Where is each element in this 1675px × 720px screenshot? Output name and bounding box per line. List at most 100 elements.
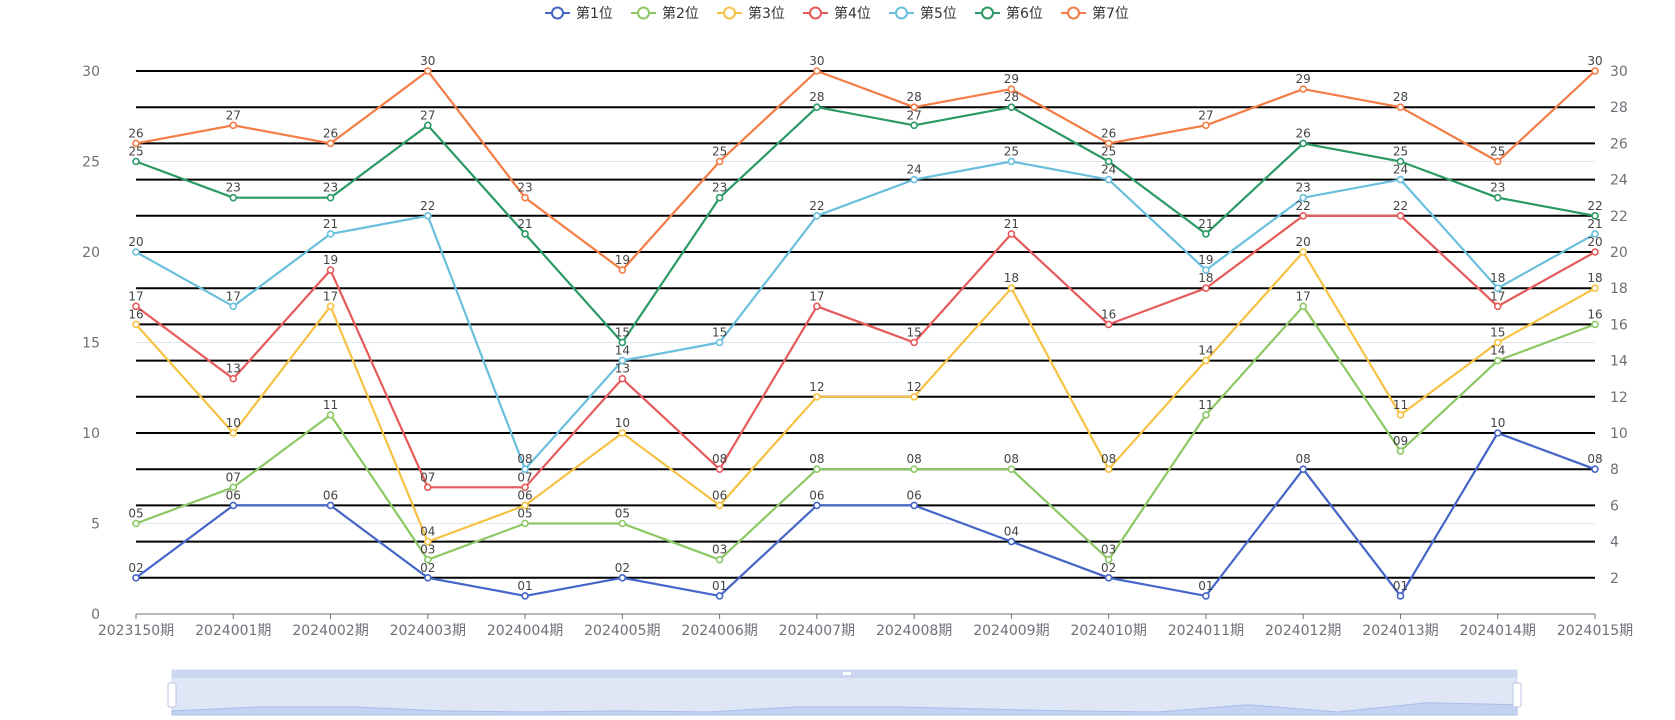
data-point[interactable] — [1104, 573, 1113, 582]
data-point[interactable] — [813, 67, 821, 75]
data-point[interactable] — [1007, 157, 1016, 166]
data-point[interactable] — [1299, 465, 1307, 474]
data-point[interactable] — [326, 411, 335, 419]
data-point[interactable] — [618, 374, 627, 383]
data-point[interactable] — [618, 573, 627, 582]
zoom-drag-grip[interactable] — [843, 672, 851, 675]
data-point[interactable] — [813, 501, 821, 510]
data-point[interactable] — [910, 501, 918, 510]
data-point[interactable] — [1591, 284, 1599, 293]
data-point[interactable] — [132, 519, 140, 528]
data-point[interactable] — [132, 573, 140, 582]
data-point[interactable] — [618, 429, 627, 437]
data-point[interactable] — [1104, 139, 1113, 148]
data-point[interactable] — [1299, 248, 1307, 256]
data-point[interactable] — [1007, 465, 1016, 474]
data-point[interactable] — [326, 302, 335, 311]
data-point[interactable] — [910, 392, 918, 401]
data-point[interactable] — [1396, 157, 1405, 166]
data-point[interactable] — [521, 465, 529, 474]
data-point[interactable] — [813, 465, 821, 474]
data-point[interactable] — [229, 374, 238, 383]
legend-item[interactable]: 第7位 — [1061, 5, 1129, 22]
data-point[interactable] — [229, 121, 238, 130]
data-point[interactable] — [715, 592, 724, 600]
data-point[interactable] — [423, 121, 432, 130]
data-point[interactable] — [813, 302, 821, 311]
data-point[interactable] — [229, 302, 238, 311]
data-point[interactable] — [326, 193, 335, 202]
data-point[interactable] — [910, 338, 918, 347]
data-point[interactable] — [1202, 592, 1210, 600]
data-point[interactable] — [715, 193, 724, 202]
data-point[interactable] — [1299, 302, 1307, 311]
data-point[interactable] — [910, 175, 918, 184]
data-point[interactable] — [1104, 320, 1113, 329]
data-point[interactable] — [423, 555, 432, 564]
data-point[interactable] — [1202, 356, 1210, 365]
data-point[interactable] — [423, 212, 432, 220]
data-point[interactable] — [326, 139, 335, 148]
data-point[interactable] — [1007, 103, 1016, 111]
zoom-handle-right[interactable] — [1512, 682, 1522, 708]
data-point[interactable] — [1202, 121, 1210, 130]
data-point[interactable] — [423, 67, 432, 75]
zoom-handle-left[interactable] — [167, 682, 177, 708]
data-point[interactable] — [1299, 85, 1307, 93]
data-point[interactable] — [229, 483, 238, 492]
legend-item[interactable]: 第2位 — [631, 5, 699, 22]
data-point[interactable] — [910, 103, 918, 111]
data-point[interactable] — [229, 193, 238, 202]
data-point[interactable] — [326, 501, 335, 510]
data-point[interactable] — [618, 519, 627, 528]
data-point[interactable] — [1104, 555, 1113, 564]
data-point[interactable] — [910, 465, 918, 474]
data-point[interactable] — [1591, 67, 1599, 75]
data-point[interactable] — [326, 230, 335, 238]
data-point[interactable] — [715, 465, 724, 474]
data-point[interactable] — [521, 592, 529, 600]
data-point[interactable] — [715, 501, 724, 510]
data-point[interactable] — [1007, 230, 1016, 238]
data-point[interactable] — [715, 338, 724, 347]
data-point[interactable] — [1493, 284, 1502, 293]
legend-item[interactable]: 第4位 — [803, 5, 871, 22]
data-point[interactable] — [521, 519, 529, 528]
data-point[interactable] — [618, 356, 627, 365]
data-point[interactable] — [1104, 175, 1113, 184]
data-point[interactable] — [521, 501, 529, 510]
data-point[interactable] — [1202, 284, 1210, 293]
data-point[interactable] — [1299, 139, 1307, 148]
data-point[interactable] — [1591, 320, 1599, 329]
data-point[interactable] — [813, 392, 821, 401]
data-point[interactable] — [1396, 103, 1405, 111]
data-point[interactable] — [1202, 411, 1210, 419]
data-point[interactable] — [1493, 193, 1502, 202]
data-point[interactable] — [715, 555, 724, 564]
legend-item[interactable]: 第5位 — [889, 5, 957, 22]
data-point[interactable] — [618, 338, 627, 347]
data-point[interactable] — [132, 157, 140, 166]
data-point[interactable] — [1396, 411, 1405, 419]
data-point[interactable] — [132, 139, 140, 148]
legend-item[interactable]: 第6位 — [975, 5, 1043, 22]
data-point[interactable] — [813, 103, 821, 111]
legend-item[interactable]: 第3位 — [717, 5, 785, 22]
data-point[interactable] — [423, 483, 432, 492]
data-point[interactable] — [1299, 193, 1307, 202]
data-point[interactable] — [1493, 338, 1502, 347]
data-point[interactable] — [423, 537, 432, 546]
data-point[interactable] — [910, 121, 918, 130]
data-point[interactable] — [132, 248, 140, 256]
zoom-slider[interactable] — [167, 669, 1522, 716]
data-point[interactable] — [1202, 230, 1210, 238]
data-point[interactable] — [423, 573, 432, 582]
data-point[interactable] — [1591, 212, 1599, 220]
data-point[interactable] — [1591, 230, 1599, 238]
data-point[interactable] — [1493, 429, 1502, 437]
data-point[interactable] — [618, 266, 627, 274]
data-point[interactable] — [813, 212, 821, 220]
data-point[interactable] — [326, 266, 335, 274]
data-point[interactable] — [1591, 248, 1599, 256]
data-point[interactable] — [1299, 212, 1307, 220]
